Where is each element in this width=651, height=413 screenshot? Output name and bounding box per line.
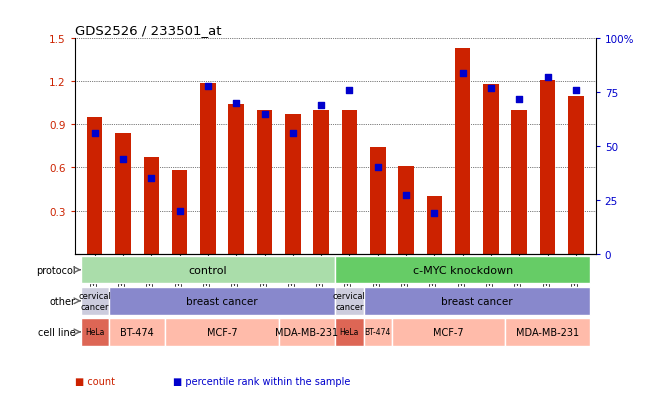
Point <box>202 83 213 90</box>
Text: cervical
cancer: cervical cancer <box>78 292 111 311</box>
Point <box>458 70 468 77</box>
Text: MDA-MB-231: MDA-MB-231 <box>516 327 579 337</box>
Bar <box>398 167 414 254</box>
Bar <box>483 85 499 254</box>
Text: c-MYC knockdown: c-MYC knockdown <box>413 265 513 275</box>
Text: breast cancer: breast cancer <box>186 296 258 306</box>
Bar <box>426 197 442 254</box>
Point <box>174 208 185 214</box>
Bar <box>81 287 109 315</box>
Bar <box>285 115 301 254</box>
Text: HeLa: HeLa <box>340 328 359 337</box>
Bar <box>455 49 471 254</box>
Point <box>288 131 298 137</box>
Bar <box>313 111 329 254</box>
Bar <box>87 118 102 254</box>
Text: MCF-7: MCF-7 <box>433 327 464 337</box>
Text: HeLa: HeLa <box>85 328 104 337</box>
Text: ■ percentile rank within the sample: ■ percentile rank within the sample <box>173 376 350 386</box>
Point <box>146 176 156 182</box>
Point <box>344 88 355 94</box>
Point <box>259 111 270 118</box>
Point <box>401 193 411 199</box>
Bar <box>335 318 363 346</box>
Text: protocol: protocol <box>36 265 76 275</box>
Text: other: other <box>49 296 76 306</box>
Text: MCF-7: MCF-7 <box>207 327 238 337</box>
Bar <box>81 318 109 346</box>
Bar <box>505 318 590 346</box>
Point <box>231 100 242 107</box>
Text: MDA-MB-231: MDA-MB-231 <box>275 327 339 337</box>
Point <box>89 131 100 137</box>
Text: cell line: cell line <box>38 327 76 337</box>
Bar <box>363 318 392 346</box>
Bar <box>370 148 385 254</box>
Text: breast cancer: breast cancer <box>441 296 512 306</box>
Bar <box>200 83 215 254</box>
Text: GDS2526 / 233501_at: GDS2526 / 233501_at <box>75 24 221 37</box>
Text: control: control <box>189 265 227 275</box>
Bar <box>172 171 187 254</box>
Text: BT-474: BT-474 <box>365 328 391 337</box>
Bar <box>512 111 527 254</box>
Bar <box>109 318 165 346</box>
Bar <box>115 134 131 254</box>
Point <box>542 75 553 81</box>
Point <box>571 88 581 94</box>
Bar <box>392 318 505 346</box>
Text: ■ count: ■ count <box>75 376 115 386</box>
Point <box>486 85 496 92</box>
Text: cervical
cancer: cervical cancer <box>333 292 366 311</box>
Bar <box>109 287 335 315</box>
Point <box>372 165 383 171</box>
Bar <box>229 105 244 254</box>
Bar <box>363 287 590 315</box>
Bar <box>540 81 555 254</box>
Point <box>316 102 326 109</box>
Bar <box>335 287 363 315</box>
Bar <box>279 318 335 346</box>
Point <box>429 210 439 216</box>
Text: BT-474: BT-474 <box>120 327 154 337</box>
Bar <box>81 256 335 284</box>
Bar <box>143 158 159 254</box>
Bar <box>568 97 584 254</box>
Point <box>118 156 128 163</box>
Point <box>514 96 525 103</box>
Bar <box>342 111 357 254</box>
Bar <box>165 318 279 346</box>
Bar <box>256 111 272 254</box>
Bar <box>335 256 590 284</box>
